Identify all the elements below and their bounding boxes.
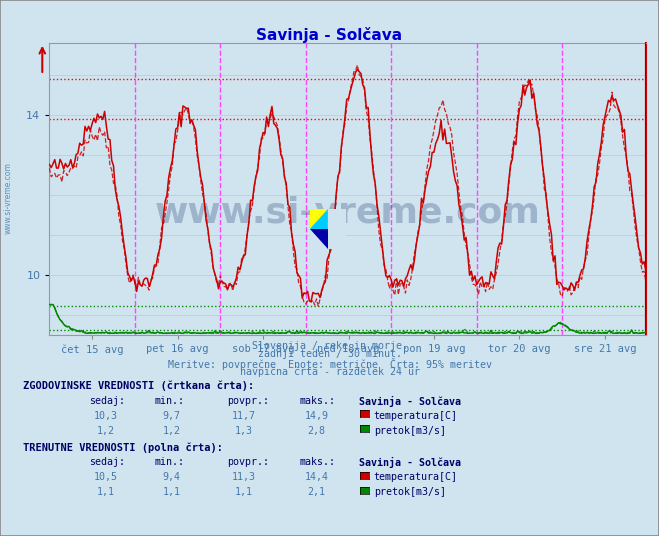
Text: 10,3: 10,3: [94, 411, 117, 421]
Text: 1,2: 1,2: [96, 426, 115, 436]
Text: 2,8: 2,8: [307, 426, 326, 436]
Text: Savinja - Solčava: Savinja - Solčava: [359, 457, 461, 468]
Text: povpr.:: povpr.:: [227, 396, 270, 406]
Text: maks.:: maks.:: [300, 396, 336, 406]
Text: min.:: min.:: [155, 457, 185, 467]
Text: pretok[m3/s]: pretok[m3/s]: [374, 426, 445, 436]
Text: 1,2: 1,2: [162, 426, 181, 436]
Text: 1,1: 1,1: [162, 487, 181, 497]
Text: 14,9: 14,9: [304, 411, 328, 421]
Text: 11,7: 11,7: [232, 411, 256, 421]
Text: pretok[m3/s]: pretok[m3/s]: [374, 487, 445, 497]
Polygon shape: [310, 229, 328, 249]
Text: temperatura[C]: temperatura[C]: [374, 411, 457, 421]
Polygon shape: [310, 209, 328, 229]
Text: 11,3: 11,3: [232, 472, 256, 482]
Text: povpr.:: povpr.:: [227, 457, 270, 467]
Text: TRENUTNE VREDNOSTI (polna črta):: TRENUTNE VREDNOSTI (polna črta):: [23, 442, 223, 453]
Text: min.:: min.:: [155, 396, 185, 406]
Text: Savinja - Solčava: Savinja - Solčava: [256, 27, 403, 43]
Text: 2,1: 2,1: [307, 487, 326, 497]
Text: 1,1: 1,1: [235, 487, 253, 497]
Text: ZGODOVINSKE VREDNOSTI (črtkana črta):: ZGODOVINSKE VREDNOSTI (črtkana črta):: [23, 381, 254, 391]
Text: 9,4: 9,4: [162, 472, 181, 482]
Text: temperatura[C]: temperatura[C]: [374, 472, 457, 482]
Text: navpična črta - razdelek 24 ur: navpična črta - razdelek 24 ur: [239, 366, 420, 377]
Text: maks.:: maks.:: [300, 457, 336, 467]
Text: 1,1: 1,1: [96, 487, 115, 497]
Text: Meritve: povprečne  Enote: metrične  Črta: 95% meritev: Meritve: povprečne Enote: metrične Črta:…: [167, 358, 492, 370]
Text: zadnji teden / 30 minut.: zadnji teden / 30 minut.: [258, 349, 401, 360]
Text: 9,7: 9,7: [162, 411, 181, 421]
Text: 10,5: 10,5: [94, 472, 117, 482]
Text: sedaj:: sedaj:: [89, 457, 125, 467]
Text: Slovenija / reke in morje.: Slovenija / reke in morje.: [252, 341, 407, 352]
Text: 14,4: 14,4: [304, 472, 328, 482]
Text: www.si-vreme.com: www.si-vreme.com: [3, 162, 13, 234]
Text: www.si-vreme.com: www.si-vreme.com: [155, 195, 540, 229]
Text: Savinja - Solčava: Savinja - Solčava: [359, 396, 461, 407]
Text: 1,3: 1,3: [235, 426, 253, 436]
Text: sedaj:: sedaj:: [89, 396, 125, 406]
Polygon shape: [310, 209, 328, 229]
